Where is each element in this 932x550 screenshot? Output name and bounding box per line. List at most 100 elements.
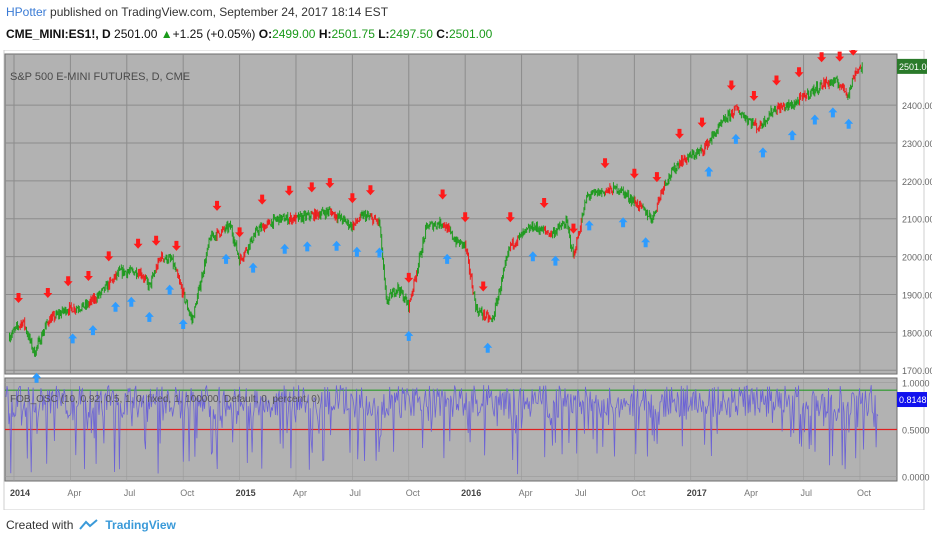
buy-signal-arrow	[641, 237, 651, 248]
sell-signal-arrow	[235, 227, 245, 238]
sell-signal-arrow	[771, 75, 781, 86]
sell-signal-arrow	[438, 189, 448, 200]
buy-signal-arrow	[844, 118, 854, 129]
sell-signal-arrow	[284, 185, 294, 196]
buy-signal-arrow	[302, 241, 312, 252]
close-value: 2501.00	[448, 27, 493, 41]
osc-value-label: 0.8148	[899, 395, 927, 405]
price-panel	[4, 53, 898, 375]
price-tick-label: 1700.00	[902, 366, 932, 376]
publish-info: HPotter published on TradingView.com, Se…	[6, 5, 388, 19]
publish-text: published on TradingView.com, September …	[46, 5, 389, 19]
sell-signal-arrow	[43, 287, 53, 298]
sell-signal-arrow	[652, 172, 662, 183]
buy-signal-arrow	[126, 296, 136, 307]
sell-signal-arrow	[325, 178, 335, 189]
time-tick-label: Jul	[575, 488, 587, 498]
sell-signal-arrow	[568, 223, 578, 234]
buy-signal-arrow	[618, 217, 628, 228]
buy-signal-arrow	[111, 301, 121, 312]
oscillator-series	[5, 384, 897, 475]
oscillator-title: FOB_OSC (10, 0.92, 0.5, 1, 0, fixed, 1, …	[10, 394, 320, 405]
buy-signal-arrow	[280, 243, 290, 254]
time-tick-label: Oct	[180, 488, 195, 498]
buy-signal-arrow	[332, 240, 342, 251]
sell-signal-arrow	[171, 240, 181, 251]
sell-signal-arrow	[749, 91, 759, 102]
up-triangle-icon: ▲	[160, 27, 173, 41]
footer: Created with TradingView	[6, 518, 176, 532]
buy-signal-arrow	[528, 251, 538, 262]
axes: 2400.00 2300.00 2200.00 2100.00 2000.00 1900.…	[10, 58, 932, 498]
time-tick-label: 2017	[687, 488, 707, 498]
time-tick-label: Jul	[349, 488, 361, 498]
buy-signal-arrow	[248, 262, 258, 273]
buy-signal-arrow	[787, 130, 797, 141]
buy-signal-arrow	[374, 247, 384, 258]
open-value: 2499.00	[272, 27, 316, 41]
time-tick-label: 2016	[461, 488, 481, 498]
buy-signal-arrow	[828, 107, 838, 118]
author-link[interactable]: HPotter	[6, 5, 47, 19]
last-price: 2501.00	[114, 27, 158, 41]
buy-signal-arrow	[68, 333, 78, 344]
buy-signal-arrow	[178, 319, 188, 330]
time-tick-label: Apr	[744, 488, 758, 498]
osc-value-tag	[897, 392, 927, 408]
sell-signal-arrow	[347, 193, 357, 204]
main-panel-title: S&P 500 E-MINI FUTURES, D, CME	[10, 71, 190, 83]
sell-signal-arrow	[629, 168, 639, 179]
sell-signal-arrow	[835, 51, 845, 62]
buy-signal-arrow	[731, 133, 741, 144]
price-change: +1.25 (+0.05%)	[172, 27, 256, 41]
price-bars	[8, 62, 863, 357]
buy-signal-arrow	[758, 147, 768, 158]
buy-signal-arrow	[810, 114, 820, 125]
sell-signal-arrow	[83, 270, 93, 281]
created-with-text: Created with	[6, 518, 74, 532]
tradingview-link[interactable]: TradingView	[105, 518, 176, 532]
sell-signal-arrow	[697, 117, 707, 128]
time-tick-label: Apr	[67, 488, 81, 498]
price-tick-label: 2000.00	[902, 253, 932, 263]
sell-signal-arrow	[365, 185, 375, 196]
sell-signal-arrow	[133, 238, 143, 249]
sell-signal-arrow	[307, 182, 317, 193]
buy-signal-arrow	[144, 311, 154, 322]
sell-signal-arrow	[505, 212, 515, 223]
tradingview-logo-icon	[79, 519, 99, 530]
sell-signal-arrow	[63, 276, 73, 287]
buy-signal-arrow	[352, 246, 362, 257]
sell-signal-arrow	[212, 200, 222, 211]
sell-signal-arrow	[817, 52, 827, 63]
buy-signal-arrow	[550, 255, 560, 266]
price-tick-label: 2200.00	[902, 177, 932, 187]
time-tick-label: Apr	[293, 488, 307, 498]
price-tick-label: 2100.00	[902, 215, 932, 225]
time-tick-label: Apr	[519, 488, 533, 498]
price-tick-label: 1800.00	[902, 328, 932, 338]
last-price-label: 2501.00	[899, 62, 932, 72]
time-tick-label: Jul	[124, 488, 136, 498]
oscillator-line	[5, 384, 879, 475]
buy-signal-arrow	[584, 220, 594, 231]
low-label: L:	[378, 27, 390, 41]
sell-signal-arrow	[151, 235, 161, 246]
time-tick-label: Jul	[801, 488, 813, 498]
sell-signal-arrow	[104, 251, 114, 262]
low-value: 2497.50	[389, 27, 433, 41]
buy-signal-arrow	[165, 284, 175, 295]
buy-signal-arrow	[32, 372, 42, 383]
time-tick-label: Oct	[631, 488, 646, 498]
sell-signal-arrow	[539, 198, 549, 209]
sell-signal-arrow	[404, 272, 414, 283]
sell-signal-arrow	[848, 50, 858, 56]
symbol-label: CME_MINI:ES1!, D	[6, 27, 111, 41]
buy-signal-arrow	[88, 325, 98, 336]
chart-area[interactable]: 2400.00 2300.00 2200.00 2100.00 2000.00 1900.…	[0, 50, 932, 510]
osc-tick-label: 0.0000	[902, 472, 930, 482]
osc-tick-label: 1.0000	[902, 379, 930, 389]
sell-signal-arrow	[14, 293, 24, 304]
time-tick-label: Oct	[406, 488, 421, 498]
signal-arrows	[14, 50, 858, 383]
